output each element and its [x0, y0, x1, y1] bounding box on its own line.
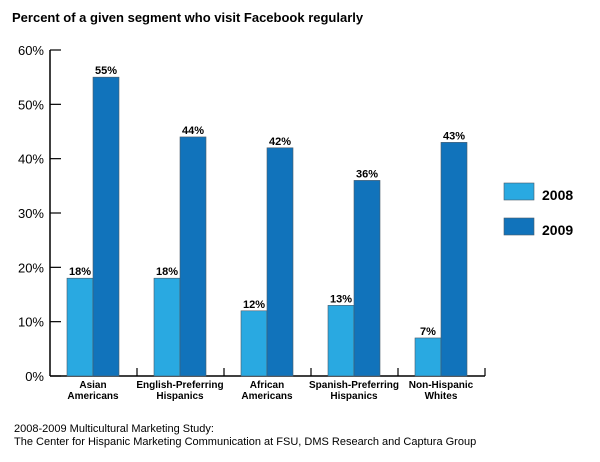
- x-category-label: Americans: [241, 391, 293, 402]
- source-note: 2008-2009 Multicultural Marketing Study:…: [14, 423, 476, 449]
- bar-2008: [66, 277, 94, 377]
- x-category-label: Hispanics: [156, 391, 204, 402]
- data-label: 7%: [420, 326, 436, 338]
- x-category-label: Americans: [67, 391, 119, 402]
- legend-swatch-2008: [503, 182, 535, 201]
- data-label: 55%: [95, 65, 117, 77]
- y-tick-label: 60%: [18, 43, 44, 58]
- y-tick-label: 30%: [18, 206, 44, 221]
- bar-2008: [153, 277, 181, 377]
- data-label: 13%: [330, 293, 352, 305]
- y-tick-label: 50%: [18, 97, 44, 112]
- bar-2009: [179, 136, 207, 377]
- bar-2008: [327, 305, 355, 377]
- data-label: 18%: [156, 266, 178, 278]
- data-label: 18%: [69, 266, 91, 278]
- source-line-1: 2008-2009 Multicultural Marketing Study:: [14, 423, 214, 435]
- data-label: 43%: [443, 130, 465, 142]
- source-line-2: The Center for Hispanic Marketing Commun…: [14, 436, 477, 448]
- bar-2008: [240, 310, 268, 377]
- bar-2008: [414, 337, 442, 377]
- x-category-label: Hispanics: [330, 391, 378, 402]
- x-category-label: African: [250, 380, 284, 391]
- legend-swatch-2009: [503, 217, 535, 236]
- data-label: 36%: [356, 168, 378, 180]
- bar-chart: 0%10%20%30%40%50%60%AsianAmericansEnglis…: [18, 43, 573, 402]
- x-category-label: Asian: [79, 380, 106, 391]
- x-category-label: English-Preferring: [136, 380, 223, 391]
- y-tick-label: 0%: [25, 369, 44, 384]
- bars: 18% 55% 18% 44% 12% 42% 13% 36% 7% 43%: [66, 65, 468, 377]
- data-label: 44%: [182, 125, 204, 137]
- y-tick-label: 40%: [18, 152, 44, 167]
- bar-2009: [92, 76, 120, 377]
- bar-2009: [353, 180, 381, 377]
- x-category-label: Spanish-Preferring: [309, 380, 399, 391]
- legend: 2008 2009: [503, 182, 573, 238]
- y-tick-label: 20%: [18, 260, 44, 275]
- bar-2009: [266, 147, 294, 377]
- data-label: 12%: [243, 299, 265, 311]
- legend-label-2009: 2009: [542, 222, 573, 238]
- y-tick-label: 10%: [18, 315, 44, 330]
- x-category-label: Whites: [425, 391, 458, 402]
- bar-2009: [440, 142, 468, 377]
- x-category-label: Non-Hispanic: [409, 380, 474, 391]
- axes: 0%10%20%30%40%50%60%AsianAmericansEnglis…: [18, 43, 486, 402]
- data-label: 42%: [269, 136, 291, 148]
- legend-label-2008: 2008: [542, 187, 573, 203]
- chart-title: Percent of a given segment who visit Fac…: [12, 10, 364, 25]
